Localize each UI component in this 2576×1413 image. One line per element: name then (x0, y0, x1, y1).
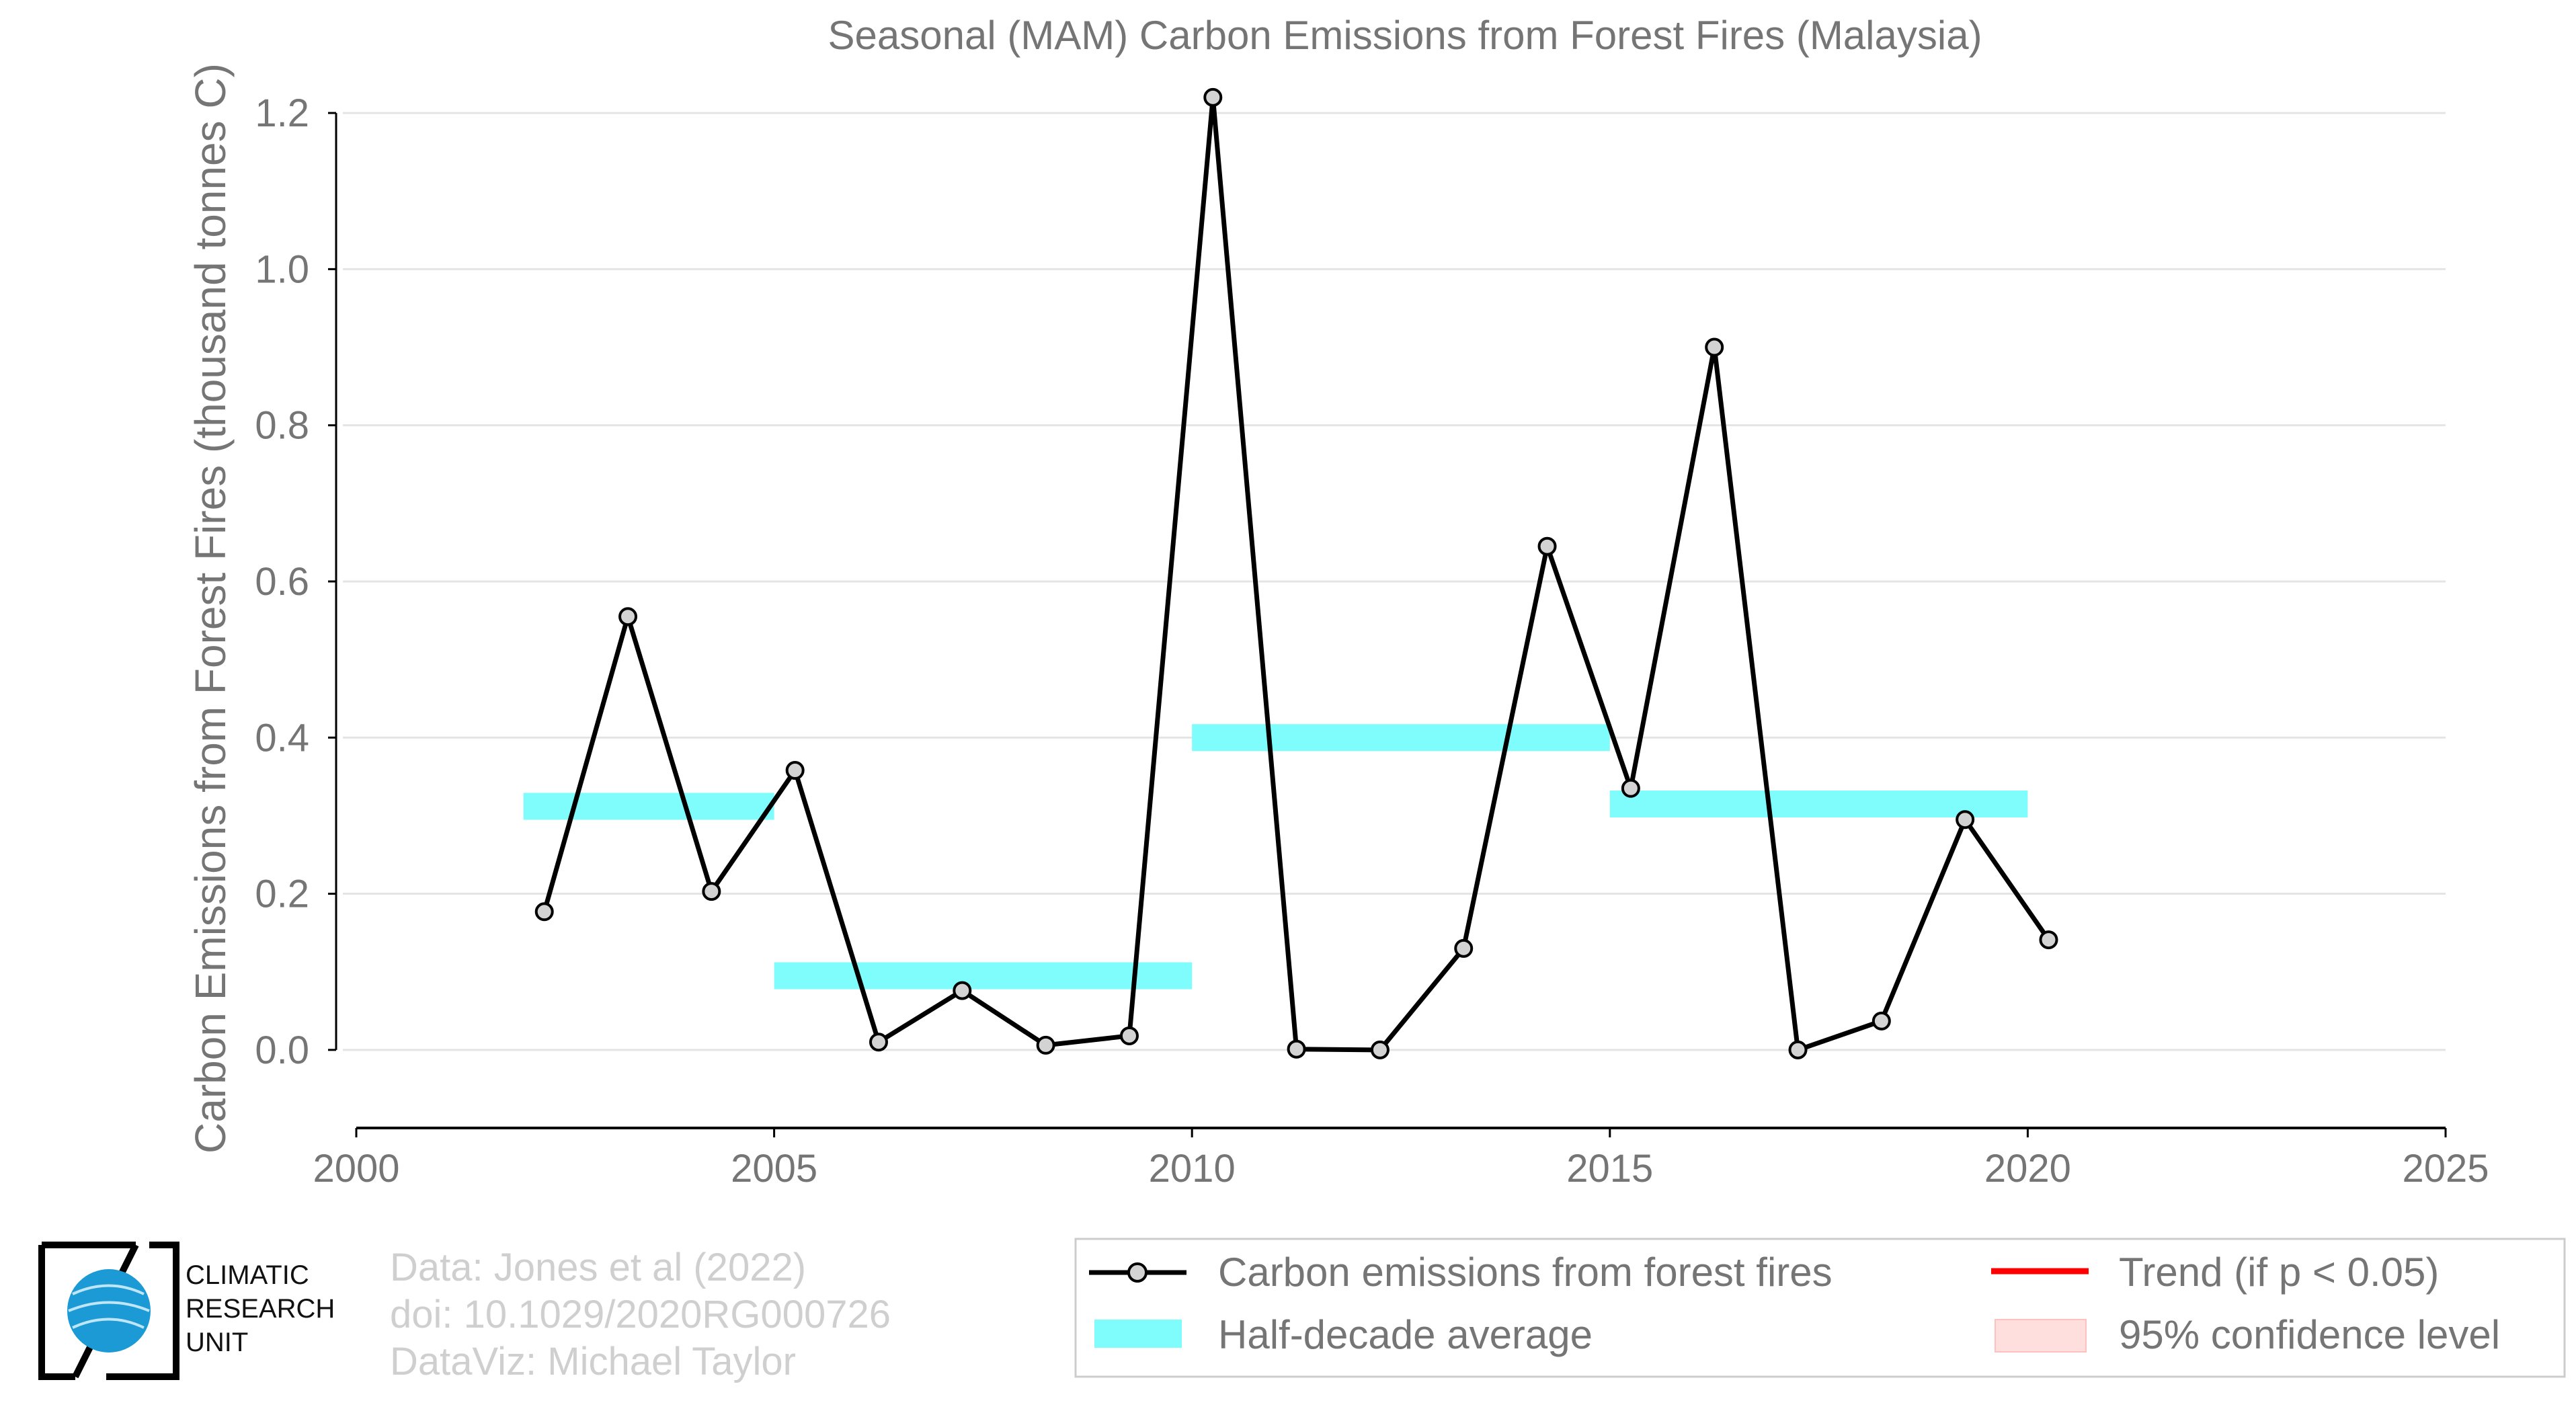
half-decade-average-bar (1609, 790, 2028, 817)
x-tick-label: 2000 (313, 1147, 399, 1190)
data-point (2039, 930, 2058, 950)
series-line (542, 95, 2051, 1053)
half-decade-averages (523, 724, 2028, 990)
data-point (1956, 810, 1975, 830)
y-tick-label: 0.4 (255, 716, 309, 760)
axes (335, 113, 2446, 1129)
y-axis-label: Carbon Emissions from Forest Fires (thou… (186, 63, 235, 1154)
data-point (1119, 1026, 1139, 1045)
data-point (534, 902, 554, 922)
logo-line-2: RESEARCH (186, 1294, 335, 1324)
data-point (1370, 1040, 1390, 1059)
legend-series-label: Carbon emissions from forest fires (1218, 1250, 1833, 1295)
x-tick-label: 2005 (731, 1147, 817, 1190)
data-point (1705, 337, 1724, 357)
legend-trend-label: Trend (if p < 0.05) (2119, 1250, 2439, 1295)
globe-icon (67, 1269, 151, 1353)
data-point (1036, 1035, 1055, 1055)
data-point (1203, 87, 1223, 107)
legend-box (1074, 1238, 2566, 1378)
y-tick-labels: 0.0 0.2 0.4 0.6 0.8 1.0 1.2 (255, 91, 309, 1072)
legend-average-swatch (1094, 1320, 1182, 1348)
chart-title: Seasonal (MAM) Carbon Emissions from For… (828, 13, 1982, 58)
x-tick-labels: 2000 2005 2010 2015 2020 2025 (313, 1128, 2489, 1190)
data-point (702, 882, 721, 901)
half-decade-average-bar (774, 962, 1193, 990)
grid-lines (328, 112, 2446, 1051)
y-tick-label: 0.0 (255, 1028, 309, 1072)
data-point (1788, 1040, 1808, 1059)
logo-line-3: UNIT (186, 1328, 248, 1357)
data-point (618, 607, 638, 627)
half-decade-average-bar (523, 793, 774, 820)
data-point (1871, 1011, 1891, 1031)
x-tick-label: 2020 (1984, 1147, 2071, 1190)
y-tick-label: 0.6 (255, 560, 309, 604)
y-tick-label: 1.2 (255, 91, 309, 135)
data-point (1287, 1039, 1306, 1059)
y-tick-label: 0.8 (255, 404, 309, 448)
data-point (953, 981, 972, 1000)
credit-data-source: Data: Jones et al (2022) (390, 1246, 806, 1289)
cru-logo: CLIMATIC RESEARCH UNIT (38, 1242, 335, 1380)
credit-doi: doi: 10.1029/2020RG000726 (390, 1293, 891, 1336)
legend-confidence-label: 95% confidence level (2119, 1312, 2500, 1357)
credit-dataviz: DataViz: Michael Taylor (390, 1340, 796, 1383)
data-point (1621, 778, 1640, 798)
legend-confidence-swatch (1995, 1319, 2087, 1353)
data-point (1537, 536, 1557, 556)
data-point (869, 1033, 888, 1052)
x-tick-label: 2010 (1149, 1147, 1236, 1190)
x-tick-label: 2025 (2402, 1147, 2489, 1190)
y-tick-label: 0.2 (255, 873, 309, 916)
y-tick-label: 1.0 (255, 247, 309, 291)
legend: Carbon emissions from forest fires Half-… (1074, 1238, 2566, 1378)
data-point (1454, 938, 1474, 958)
data-point (785, 761, 805, 780)
legend-series-marker-swatch (1127, 1262, 1148, 1283)
logo-line-1: CLIMATIC (186, 1260, 309, 1290)
data-points (534, 87, 2058, 1059)
legend-average-label: Half-decade average (1218, 1312, 1593, 1357)
x-tick-label: 2015 (1566, 1147, 1653, 1190)
half-decade-average-bar (1192, 724, 1610, 752)
